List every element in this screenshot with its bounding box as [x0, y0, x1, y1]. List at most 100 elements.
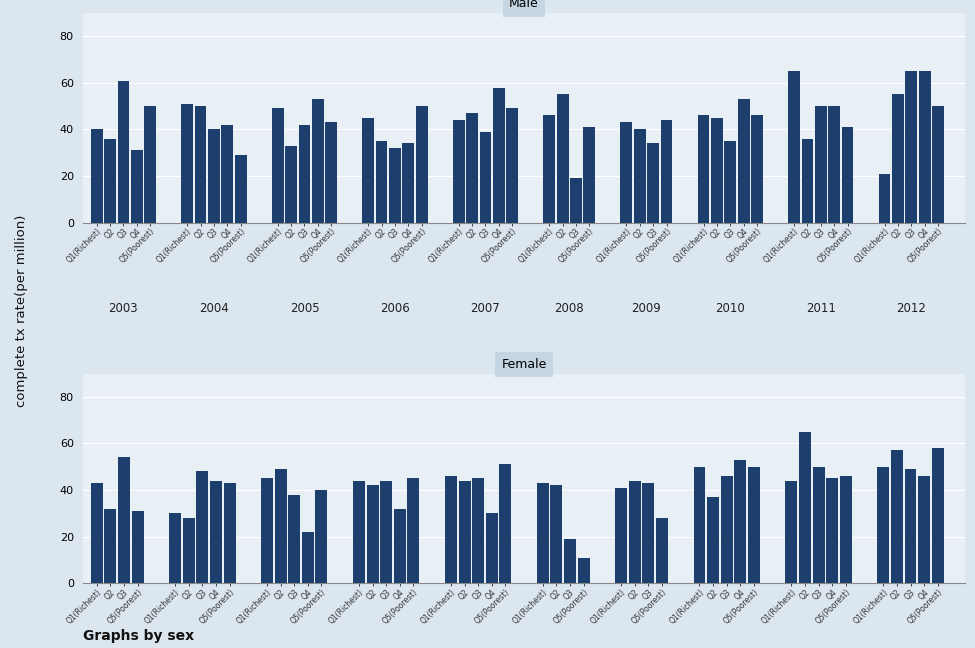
Bar — [118, 80, 130, 223]
Bar — [918, 71, 930, 223]
Bar — [312, 99, 324, 223]
Bar — [182, 518, 195, 583]
Bar — [302, 532, 314, 583]
Bar — [472, 478, 485, 583]
Bar — [480, 132, 491, 223]
Bar — [389, 148, 401, 223]
Bar — [316, 490, 328, 583]
Bar — [289, 494, 300, 583]
Bar — [918, 476, 930, 583]
Bar — [693, 467, 706, 583]
Bar — [734, 459, 746, 583]
Bar — [707, 497, 720, 583]
Text: 2008: 2008 — [555, 302, 584, 316]
Bar — [363, 118, 374, 223]
Bar — [812, 467, 825, 583]
Bar — [738, 99, 750, 223]
Text: 2011: 2011 — [806, 302, 836, 316]
Bar — [367, 485, 378, 583]
Bar — [839, 476, 852, 583]
Bar — [577, 557, 590, 583]
Bar — [570, 178, 582, 223]
Bar — [132, 511, 143, 583]
Text: 2010: 2010 — [716, 302, 745, 316]
Bar — [906, 71, 917, 223]
Bar — [223, 483, 236, 583]
Bar — [452, 120, 465, 223]
Bar — [144, 106, 156, 223]
Bar — [499, 465, 511, 583]
Bar — [557, 95, 568, 223]
Bar — [932, 106, 944, 223]
Bar — [261, 478, 273, 583]
Bar — [326, 122, 337, 223]
Bar — [486, 513, 497, 583]
Bar — [551, 485, 563, 583]
Bar — [353, 481, 365, 583]
Text: 2012: 2012 — [896, 302, 926, 316]
Bar — [272, 108, 284, 223]
Bar — [786, 481, 798, 583]
Bar — [104, 509, 116, 583]
Bar — [799, 432, 811, 583]
Text: 2004: 2004 — [199, 302, 229, 316]
Bar — [892, 95, 904, 223]
Bar — [815, 106, 827, 223]
Bar — [698, 115, 710, 223]
Text: 2003: 2003 — [108, 302, 138, 316]
Bar — [458, 481, 471, 583]
Text: 2009: 2009 — [632, 302, 661, 316]
Bar — [170, 513, 181, 583]
Text: 2005: 2005 — [290, 302, 319, 316]
Bar — [905, 469, 916, 583]
Bar — [878, 467, 889, 583]
Bar — [195, 106, 207, 223]
Bar — [801, 139, 813, 223]
Bar — [656, 518, 668, 583]
Bar — [466, 113, 478, 223]
Text: complete tx rate(per million): complete tx rate(per million) — [15, 215, 28, 407]
Bar — [221, 125, 233, 223]
Bar — [643, 483, 654, 583]
Bar — [932, 448, 944, 583]
Bar — [721, 476, 732, 583]
Bar — [661, 120, 673, 223]
Bar — [408, 478, 419, 583]
Bar — [878, 174, 890, 223]
Title: Female: Female — [501, 358, 547, 371]
Bar — [751, 115, 763, 223]
Bar — [91, 483, 102, 583]
Bar — [615, 488, 627, 583]
Bar — [891, 450, 903, 583]
Bar — [375, 141, 387, 223]
Bar — [583, 127, 596, 223]
Bar — [210, 481, 222, 583]
Bar — [196, 471, 209, 583]
Bar — [445, 476, 457, 583]
Bar — [647, 143, 659, 223]
Title: Male: Male — [509, 0, 539, 10]
Bar — [841, 127, 853, 223]
Bar — [629, 481, 641, 583]
Bar — [394, 509, 406, 583]
Bar — [711, 118, 722, 223]
Text: Graphs by sex: Graphs by sex — [83, 629, 194, 643]
Bar — [826, 478, 838, 583]
Bar — [403, 143, 414, 223]
Bar — [235, 155, 247, 223]
Bar — [748, 467, 760, 583]
Bar — [104, 139, 116, 223]
Bar — [415, 106, 428, 223]
Bar — [788, 71, 800, 223]
Bar — [275, 469, 287, 583]
Bar — [724, 141, 736, 223]
Bar — [543, 115, 555, 223]
Bar — [620, 122, 633, 223]
Bar — [829, 106, 840, 223]
Bar — [298, 125, 310, 223]
Bar — [91, 130, 102, 223]
Bar — [537, 483, 549, 583]
Bar — [208, 130, 219, 223]
Bar — [131, 150, 142, 223]
Bar — [380, 481, 392, 583]
